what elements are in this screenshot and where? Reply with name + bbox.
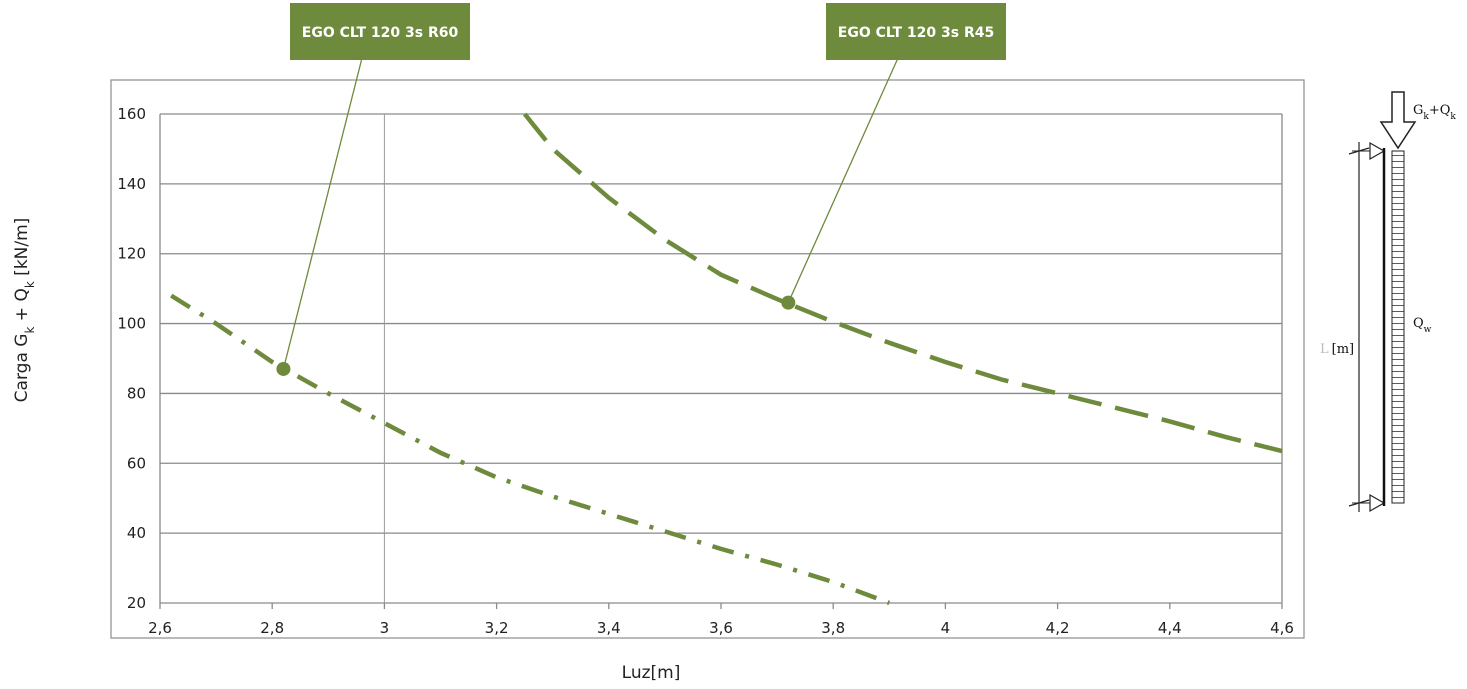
callout-box [290,3,470,60]
y-tick-labels: 20 40 60 80 100 120 140 160 [117,105,146,612]
y-tick-label: 80 [127,384,146,402]
x-tick-label: 3,2 [485,619,509,637]
series-line [522,112,1283,454]
x-tick-label: 2,6 [148,619,172,637]
series-line [170,293,891,606]
x-tick-label: 3,6 [709,619,733,637]
callout-boxes: EGO CLT 120 3s R60 EGO CLT 120 3s R45 [290,3,1006,60]
load-label: Gk+Qk [1413,103,1456,122]
series-lines [170,112,1283,606]
wall-load-diagram: Gk+Qk Qw L [m] [1320,91,1456,513]
bottom-support-icon [1369,493,1386,513]
y-tick-label: 20 [127,594,146,612]
wind-pressure-block [1391,150,1405,504]
x-axis-title: Luz[m] [622,663,681,683]
y-tick-label: 100 [117,315,146,333]
x-tick-label: 2,8 [260,619,284,637]
series-marker [276,361,291,376]
series-markers [276,295,796,376]
y-tick-label: 40 [127,524,146,542]
x-tick-label: 3 [380,619,390,637]
length-label: L [m] [1320,342,1354,357]
y-tick-label: 160 [117,105,146,123]
callout-box [826,3,1006,60]
y-tick-label: 140 [117,175,146,193]
x-tick-labels: 2,6 2,8 3 3,2 3,4 3,6 3,8 4 4,2 4,4 4,6 [148,603,1294,637]
y-tick-label: 60 [127,454,146,472]
x-tick-label: 3,8 [821,619,845,637]
x-tick-label: 4,2 [1046,619,1070,637]
wind-label: Qw [1413,316,1432,335]
callout-label: EGO CLT 120 3s R45 [838,25,994,41]
callout-label: EGO CLT 120 3s R60 [302,25,459,41]
callout-leader-line [787,57,899,303]
plot-frame [110,79,1305,639]
y-tick-label: 120 [117,245,146,263]
callout-leaders [282,57,899,370]
series-marker [781,295,796,310]
x-tick-label: 4 [941,619,951,637]
top-support-icon [1369,141,1386,161]
callout-leader-line [282,57,363,370]
load-arrow-icon [1379,91,1417,150]
x-tick-label: 3,4 [597,619,621,637]
x-tick-label: 4,4 [1158,619,1182,637]
y-axis-title: Carga Gk + Qk [kN/m] [12,218,37,403]
x-tick-label: 4,6 [1270,619,1294,637]
grid-lines [159,113,1283,604]
